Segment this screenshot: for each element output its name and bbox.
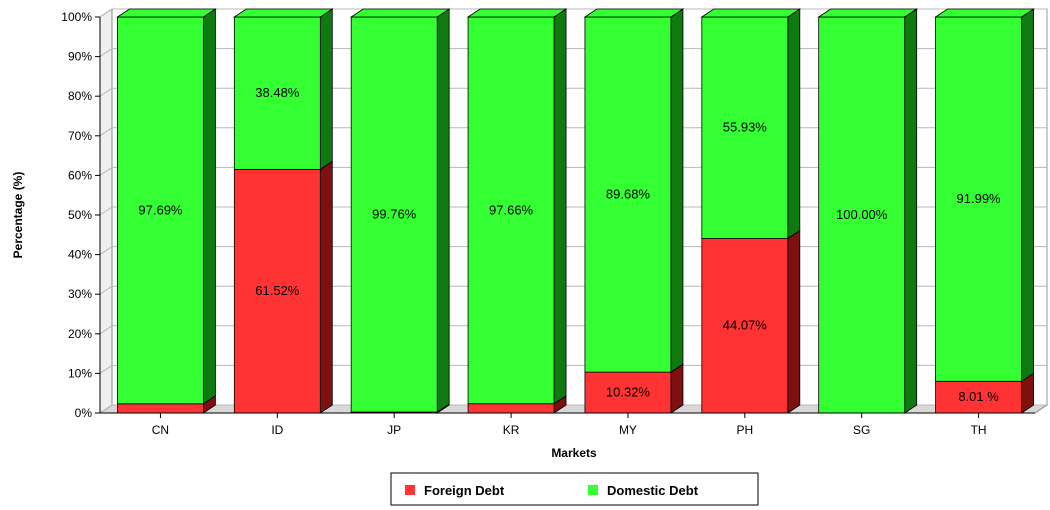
- legend-swatch-foreign-debt: [405, 485, 415, 495]
- data-label-domestic-debt-sg: 100.00%: [836, 207, 888, 222]
- bar-foreign-debt-id: [233, 168, 321, 414]
- bar-side-domestic-debt-id: [319, 8, 333, 171]
- bar-foreign-debt-th: [935, 380, 1022, 414]
- data-label-foreign-debt-id: 61.52%: [255, 283, 300, 298]
- y-tick-label: 90%: [68, 50, 92, 64]
- bar-domestic-debt-kr: [467, 16, 555, 405]
- data-label-foreign-debt-my: 10.32%: [606, 385, 651, 400]
- y-tick-label: 40%: [68, 248, 92, 262]
- data-label-domestic-debt-id: 38.48%: [255, 85, 300, 100]
- bar-top-domestic-debt-ph: [700, 8, 802, 18]
- y-tick-label: 70%: [68, 129, 92, 143]
- y-tick-label: 80%: [68, 89, 92, 103]
- bar-domestic-debt-jp: [350, 16, 438, 413]
- bar-top-domestic-debt-my: [583, 8, 685, 18]
- x-tick-label-my: MY: [619, 423, 637, 437]
- bar-side-domestic-debt-ph: [787, 8, 801, 240]
- y-tick-label: 60%: [68, 168, 92, 182]
- x-tick-label-ph: PH: [736, 423, 753, 437]
- y-tick-label: 50%: [68, 208, 92, 222]
- data-label-foreign-debt-th: 8.01 %: [958, 389, 999, 404]
- data-label-foreign-debt-ph: 44.07%: [723, 318, 768, 333]
- x-axis-ticks: CN ID JP KR MY PH SG TH: [100, 412, 1035, 437]
- bar-side-domestic-debt-sg: [904, 8, 918, 414]
- y-axis-title: Percentage (%): [11, 172, 25, 259]
- x-tick-label-cn: CN: [152, 423, 169, 437]
- y-tick-label: 10%: [68, 366, 92, 380]
- bar-foreign-debt-my: [584, 371, 672, 414]
- bar-foreign-debt-kr: [467, 403, 555, 414]
- x-tick-label-kr: KR: [503, 423, 520, 437]
- y-tick-label: 100%: [61, 10, 92, 24]
- bar-side-domestic-debt-jp: [436, 8, 450, 413]
- x-axis-title: Markets: [551, 446, 597, 460]
- bar-foreign-debt-cn: [117, 403, 204, 414]
- bar-top-domestic-debt-kr: [466, 8, 568, 18]
- bar-top-domestic-debt-id: [232, 8, 334, 18]
- data-label-domestic-debt-my: 89.68%: [606, 187, 651, 202]
- legend-box: [390, 472, 759, 506]
- legend-label-domestic-debt: Domestic Debt: [607, 483, 699, 498]
- y-tick-label: 0%: [75, 406, 93, 420]
- bar-side-domestic-debt-th: [1021, 8, 1034, 383]
- legend-label-foreign-debt: Foreign Debt: [424, 483, 505, 498]
- bar-foreign-debt-ph: [701, 238, 789, 414]
- bar-domestic-debt-my: [584, 16, 672, 373]
- bar-top-domestic-debt-sg: [817, 8, 919, 18]
- legend: Foreign Debt Domestic Debt: [390, 472, 759, 506]
- x-tick-label-th: TH: [971, 423, 987, 437]
- bar-top-domestic-debt-cn: [116, 8, 217, 18]
- bar-domestic-debt-id: [233, 16, 321, 170]
- y-axis-ticks: 0% 10% 20% 30% 40% 50% 60% 70% 80% 90% 100%: [61, 10, 101, 420]
- x-tick-label-jp: JP: [387, 423, 401, 437]
- bar-domestic-debt-th: [935, 16, 1022, 382]
- bar-side-domestic-debt-cn: [203, 8, 216, 405]
- bar-side-domestic-debt-kr: [553, 8, 567, 405]
- bar-top-domestic-debt-th: [934, 8, 1035, 18]
- y-tick-label: 30%: [68, 287, 92, 301]
- data-label-domestic-debt-jp: 99.76%: [372, 207, 417, 222]
- bar-side-foreign-debt-ph: [787, 229, 801, 414]
- y-tick-label: 20%: [68, 327, 92, 341]
- data-label-domestic-debt-cn: 97.69%: [138, 202, 183, 217]
- bar-top-domestic-debt-jp: [349, 8, 451, 18]
- bar-side-domestic-debt-my: [670, 8, 684, 373]
- bar-side-foreign-debt-my: [670, 363, 684, 414]
- x-tick-label-sg: SG: [853, 423, 870, 437]
- bar-domestic-debt-cn: [117, 16, 204, 405]
- bar-side-foreign-debt-id: [319, 160, 333, 414]
- data-label-domestic-debt-kr: 97.66%: [489, 202, 534, 217]
- data-labels: 97.69% 61.52% 38.48% 99.76% 97.66% 10.32% 89.6…: [138, 85, 1001, 404]
- data-label-domestic-debt-th: 91.99%: [957, 191, 1002, 206]
- x-tick-label-id: ID: [271, 423, 283, 437]
- data-label-domestic-debt-ph: 55.93%: [723, 120, 768, 135]
- legend-swatch-domestic-debt: [588, 485, 598, 495]
- bars: [116, 8, 1035, 414]
